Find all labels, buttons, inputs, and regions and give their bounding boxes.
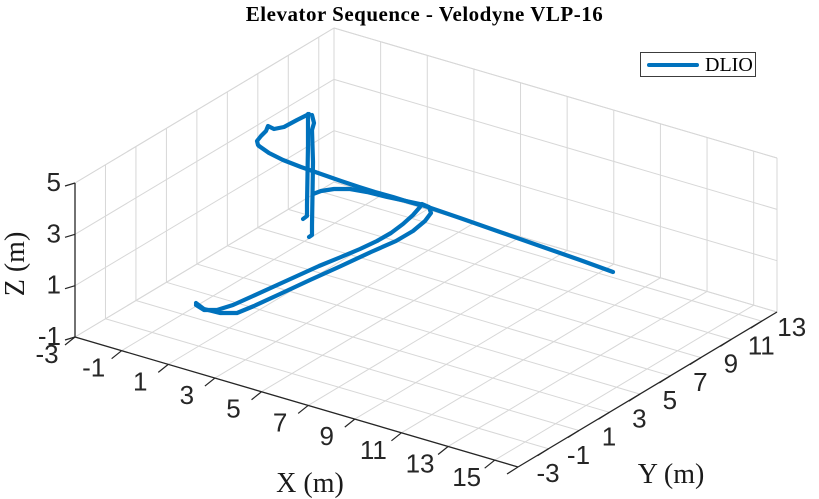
tick-label: 9 xyxy=(724,349,738,379)
tick-label: 5 xyxy=(226,394,240,424)
tick-label: 15 xyxy=(452,462,481,492)
tick-label: 3 xyxy=(47,218,61,248)
tick-label: -1 xyxy=(567,440,590,470)
tick-label: 11 xyxy=(360,435,387,465)
trajectory-stroke-floor-loop-outbound xyxy=(193,201,434,316)
y-axis-label: Y (m) xyxy=(637,459,705,490)
axis-lines xyxy=(74,182,778,468)
trajectory-dlio xyxy=(193,111,616,316)
z-axis-label: Z (m) xyxy=(0,231,31,297)
legend: DLIO xyxy=(640,52,756,77)
trajectory-stroke-upper-floor-sweep xyxy=(256,143,423,208)
legend-entry-label: DLIO xyxy=(705,53,753,76)
tick-label: 13 xyxy=(777,312,806,342)
tick-label: 1 xyxy=(602,422,616,452)
tick-label: 1 xyxy=(47,270,61,300)
tick-label: 5 xyxy=(47,167,61,197)
legend-line-sample xyxy=(647,62,699,67)
trajectory-stroke-elevator-shaft-ride1 xyxy=(300,111,311,222)
trajectory-stroke-upper-floor-triangle xyxy=(254,111,312,149)
tick-label: 11 xyxy=(748,330,775,360)
tick-label: -1 xyxy=(38,321,61,351)
chart-title: Elevator Sequence - Velodyne VLP-16 xyxy=(245,2,604,26)
tick-label: 13 xyxy=(406,448,435,478)
tick-label: -3 xyxy=(35,339,58,369)
tick-label: 1 xyxy=(133,366,147,396)
tick-label: 3 xyxy=(632,403,646,433)
tick-label: -3 xyxy=(536,458,559,488)
trajectory-stroke-corridor-exit xyxy=(419,202,616,275)
grid-lines xyxy=(74,27,778,468)
tick-label: 3 xyxy=(180,380,194,410)
tick-label: 7 xyxy=(693,367,707,397)
trajectory-stroke-floor-loop-return xyxy=(193,204,423,313)
x-axis-label: X (m) xyxy=(276,468,344,499)
tick-label: -1 xyxy=(82,353,105,383)
tick-label: 5 xyxy=(663,385,677,415)
tick-marks xyxy=(64,182,763,475)
tick-label: 9 xyxy=(320,421,334,451)
trajectory-stroke-elevator-shaft-ride2 xyxy=(306,112,317,240)
tick-label: 7 xyxy=(273,407,287,437)
